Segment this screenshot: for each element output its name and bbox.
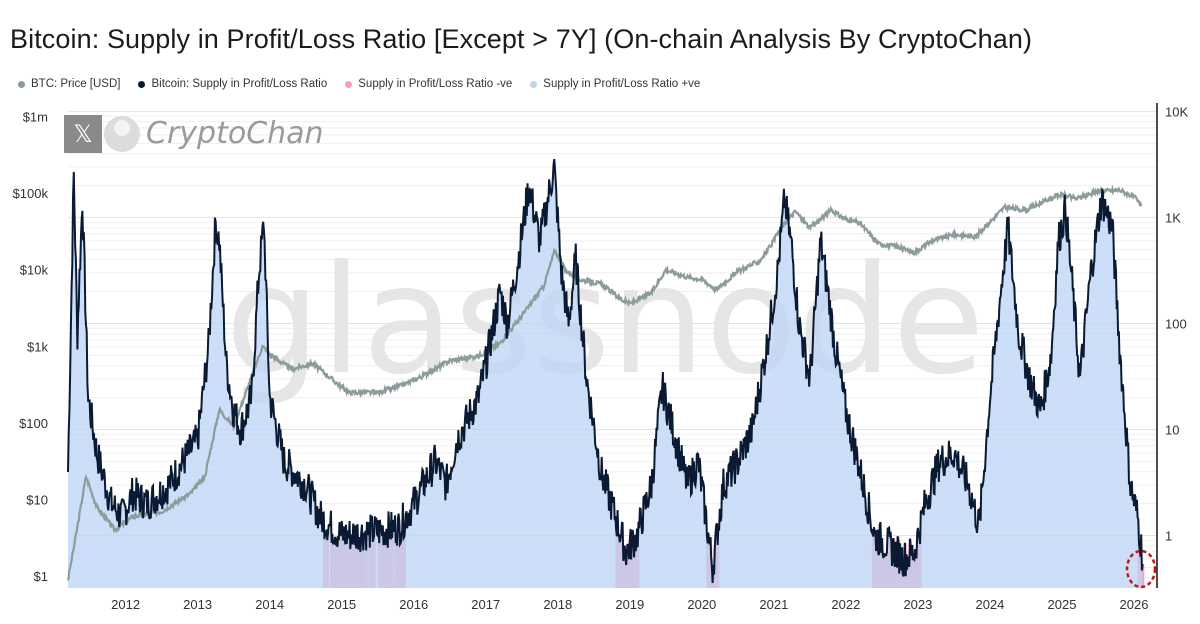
legend-item-negative[interactable]: Supply in Profit/Loss Ratio -ve xyxy=(345,78,512,90)
legend-label-negative: Supply in Profit/Loss Ratio -ve xyxy=(358,78,513,90)
glassnode-watermark: glassnode xyxy=(225,234,984,408)
right-tick-label: 1 xyxy=(1165,529,1172,544)
right-tick-label: 10K xyxy=(1165,104,1188,119)
x-tick-label: 2020 xyxy=(687,597,716,612)
ratio-area-positive xyxy=(68,159,1143,588)
x-axis-ticks: 2012 2013 2014 2015 2016 2017 2018 2019 2020 2021… xyxy=(111,597,1148,612)
x-tick-label: 2026 xyxy=(1120,597,1149,612)
x-tick-label: 2022 xyxy=(831,597,860,612)
legend: BTC: Price [USD] Bitcoin: Supply in Prof… xyxy=(18,78,700,90)
x-tick-label: 2023 xyxy=(903,597,932,612)
right-tick-label: 10 xyxy=(1165,422,1179,437)
x-tick-label: 2021 xyxy=(759,597,788,612)
left-tick-label: $1k xyxy=(27,339,48,354)
legend-label-ratio: Bitcoin: Supply in Profit/Loss Ratio xyxy=(151,78,328,90)
watermarks: glassnode 𝕏 CryptoChan xyxy=(64,115,985,408)
negative-band xyxy=(1141,564,1145,588)
legend-dot-ratio xyxy=(138,80,146,88)
x-tick-label: 2017 xyxy=(471,597,500,612)
left-axis-ticks: $1m $100k $10k $1k $100 $10 $1 xyxy=(13,109,49,584)
legend-label-price: BTC: Price [USD] xyxy=(31,78,121,90)
ratio-line xyxy=(67,158,1144,583)
legend-dot-positive xyxy=(530,80,538,88)
price-line xyxy=(66,184,1143,581)
x-tick-label: 2019 xyxy=(615,597,644,612)
x-tick-label: 2018 xyxy=(543,597,572,612)
legend-dot-negative xyxy=(345,80,353,88)
legend-item-positive[interactable]: Supply in Profit/Loss Ratio +ve xyxy=(530,78,700,90)
x-tick-label: 2016 xyxy=(399,597,428,612)
legend-item-price[interactable]: BTC: Price [USD] xyxy=(18,78,120,90)
x-tick-label: 2025 xyxy=(1048,597,1077,612)
right-axis-ticks: 10K 1K 100 10 1 xyxy=(1165,104,1188,543)
x-tick-label: 2012 xyxy=(111,597,140,612)
x-logo-glyph: 𝕏 xyxy=(73,120,92,148)
right-tick-label: 1K xyxy=(1165,210,1181,225)
x-tick-label: 2015 xyxy=(327,597,356,612)
left-tick-label: $10k xyxy=(20,263,49,278)
legend-item-ratio[interactable]: Bitcoin: Supply in Profit/Loss Ratio xyxy=(138,78,327,90)
avatar-face xyxy=(114,120,130,136)
left-tick-label: $10 xyxy=(26,493,48,508)
latest-value-marker xyxy=(1125,549,1157,589)
left-tick-label: $1m xyxy=(23,109,48,124)
right-tick-label: 100 xyxy=(1165,316,1187,331)
legend-label-positive: Supply in Profit/Loss Ratio +ve xyxy=(543,78,701,90)
brand-watermark: CryptoChan xyxy=(146,116,324,151)
left-tick-label: $100 xyxy=(19,416,48,431)
left-tick-label: $100k xyxy=(13,186,49,201)
x-logo-icon xyxy=(64,115,102,153)
left-tick-label: $1 xyxy=(34,569,48,584)
legend-dot-price xyxy=(18,80,25,88)
x-tick-label: 2013 xyxy=(183,597,212,612)
x-tick-label: 2014 xyxy=(255,597,284,612)
chart-title: Bitcoin: Supply in Profit/Loss Ratio [Ex… xyxy=(10,24,1033,54)
chart-svg: glassnode 𝕏 CryptoChan $1m$100k$10k$1k$1… xyxy=(13,103,1188,612)
x-tick-label: 2024 xyxy=(975,597,1004,612)
